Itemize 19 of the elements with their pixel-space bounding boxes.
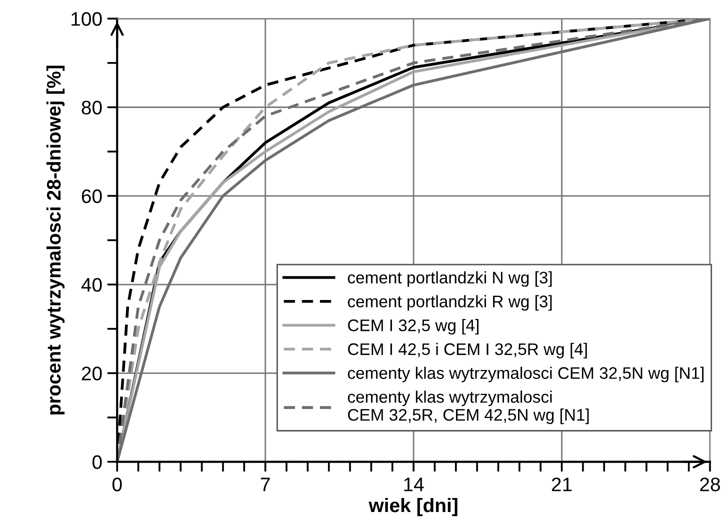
x-tick-label: 14 [404, 478, 424, 492]
legend-label: cementy klas wytrzymalosci CEM 32,5R, CEM 42,5N wg [N1] [348, 390, 589, 424]
x-tick-label: 7 [260, 478, 270, 492]
legend-label: CEM I 42,5 i CEM I 32,5R wg [4] [348, 342, 587, 358]
y-axis-title: procent wytrzymalosci 28-dniowej [%] [46, 66, 65, 414]
x-axis-title: wiek [dni] [368, 498, 458, 516]
x-tick-label: 21 [552, 478, 572, 492]
legend-label: cement portlandzki N wg [3] [348, 271, 552, 287]
y-tick-label: 20 [82, 366, 102, 380]
y-tick-label: 0 [92, 455, 102, 470]
y-tick-label: 100 [72, 12, 102, 26]
x-tick-label: 0 [112, 478, 122, 492]
legend-label: CEM I 32,5 wg [4] [348, 318, 478, 335]
y-tick-label: 80 [82, 100, 102, 114]
legend-label: cement portlandzki R wg [3] [348, 295, 552, 311]
x-tick-label: 28 [700, 478, 720, 492]
legend-label: cementy klas wytrzymalosci CEM 32,5N wg [N1] [348, 366, 704, 382]
y-tick-label: 60 [82, 189, 102, 204]
y-tick-label: 40 [81, 278, 102, 292]
